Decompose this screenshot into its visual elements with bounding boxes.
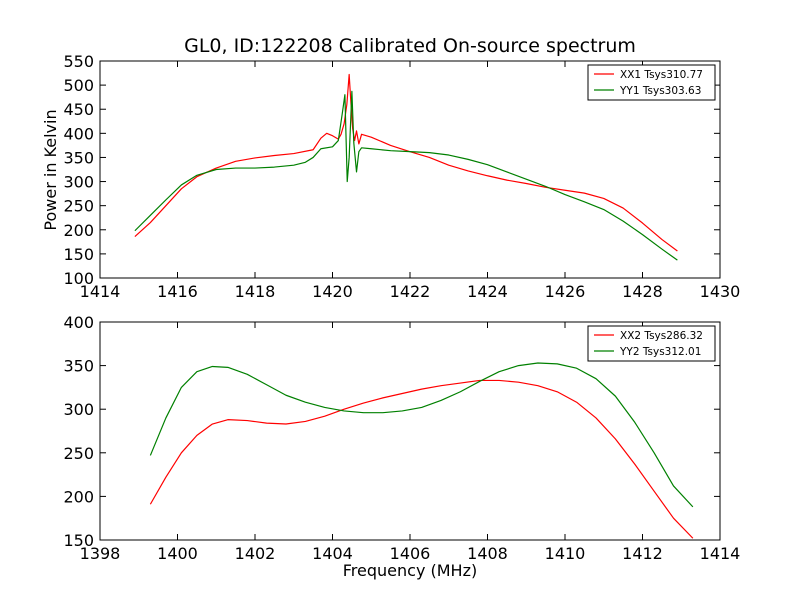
x-tick-label-top: 1416 — [157, 282, 198, 301]
chart-title: GL0, ID:122208 Calibrated On-source spec… — [184, 35, 636, 57]
y-tick-label-bottom: 300 — [63, 400, 94, 419]
series-line-yy1 — [134, 90, 678, 261]
legend-entry-xx2: XX2 Tsys286.32 — [620, 330, 703, 342]
series-line-yy2 — [149, 362, 694, 508]
legend-box-bottom — [587, 325, 716, 362]
x-tick-label-bottom: 1398 — [80, 544, 121, 563]
y-tick-label-top: 550 — [63, 52, 94, 71]
plot-area-top: 1414 1416 1418 1420 1422 1424 1426 1428 1430 100 1… — [63, 52, 740, 301]
y-tick-label-bottom: 250 — [63, 444, 94, 463]
x-axis-label-bottom: Frequency (MHz) — [343, 561, 477, 580]
y-axis-label-top: Power in Kelvin — [41, 109, 60, 230]
legend-bottom: XX2 Tsys286.32 YY2 Tsys312.01 — [587, 325, 716, 362]
y-tick-label-top: 150 — [63, 245, 94, 264]
x-tick-label-top: 1426 — [545, 282, 586, 301]
x-tick-label-bottom: 1410 — [545, 544, 586, 563]
x-tick-label-bottom: 1402 — [235, 544, 276, 563]
x-tick-label-top: 1424 — [467, 282, 508, 301]
y-tick-label-bottom: 350 — [63, 357, 94, 376]
series-line-xx2 — [149, 379, 694, 539]
x-tick-label-top: 1420 — [312, 282, 353, 301]
y-tick-label-top: 100 — [63, 269, 94, 288]
x-tick-label-top: 1414 — [80, 282, 121, 301]
y-tick-label-top: 400 — [63, 124, 94, 143]
plot-frame-bottom — [99, 321, 721, 541]
legend-entry-yy2: YY2 Tsys312.01 — [619, 346, 701, 358]
y-tick-label-bottom: 200 — [63, 487, 94, 506]
y-tick-label-top: 300 — [63, 173, 94, 192]
x-tick-label-bottom: 1404 — [312, 544, 353, 563]
plot-frame-top — [99, 60, 721, 279]
x-tick-label-bottom: 1408 — [467, 544, 508, 563]
x-tick-label-top: 1422 — [390, 282, 431, 301]
y-tick-label-bottom: 150 — [63, 531, 94, 550]
x-tick-label-bottom: 1412 — [622, 544, 663, 563]
y-tick-label-top: 500 — [63, 76, 94, 95]
x-tick-label-bottom: 1400 — [157, 544, 198, 563]
x-tick-label-top: 1430 — [700, 282, 741, 301]
legend-top: XX1 Tsys310.77 YY1 Tsys303.63 — [587, 64, 716, 101]
y-tick-label-bottom: 400 — [63, 313, 94, 332]
y-tick-label-top: 200 — [63, 221, 94, 240]
x-tick-label-bottom: 1406 — [390, 544, 431, 563]
legend-box-top — [587, 64, 716, 101]
y-tick-label-top: 350 — [63, 148, 94, 167]
y-tick-label-top: 250 — [63, 197, 94, 216]
plot-area-bottom: 1398 1400 1402 1404 1406 1408 1410 1412 1414 150 2… — [63, 313, 740, 563]
legend-entry-xx1: XX1 Tsys310.77 — [620, 69, 703, 81]
x-tick-label-top: 1428 — [622, 282, 663, 301]
x-tick-label-bottom: 1414 — [700, 544, 741, 563]
legend-entry-yy1: YY1 Tsys303.63 — [619, 85, 701, 97]
y-tick-label-top: 450 — [63, 100, 94, 119]
x-tick-label-top: 1418 — [235, 282, 276, 301]
